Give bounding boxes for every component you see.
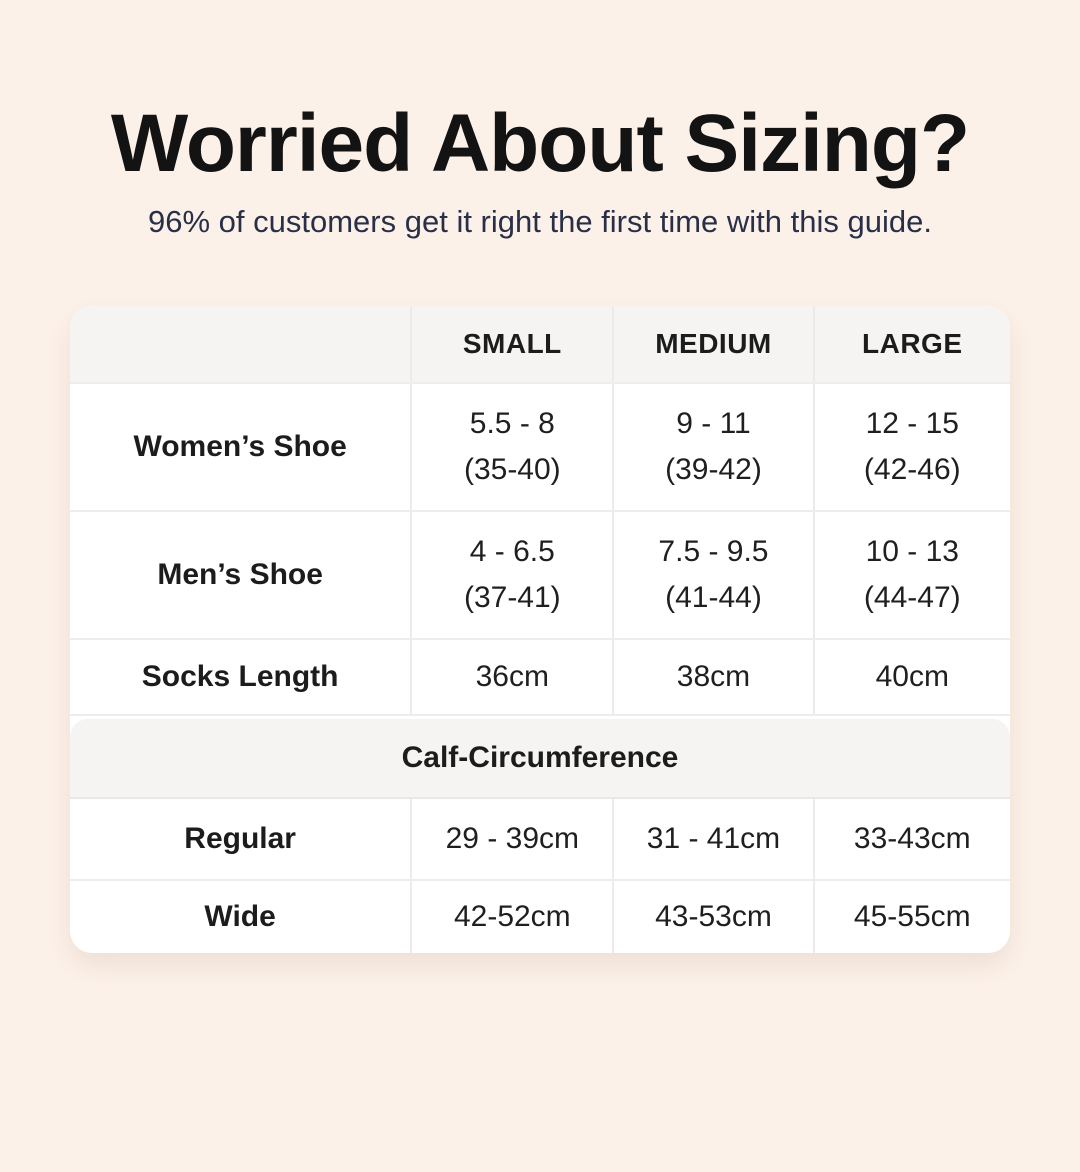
cell-line: 4 - 6.5 (469, 535, 555, 568)
row-label: Men’s Shoe (157, 558, 323, 591)
hero-section: Worried About Sizing? 96% of customers g… (0, 92, 1080, 244)
cell-large: 10 - 13 (44-47) (812, 512, 1010, 638)
header-cell-blank (70, 306, 410, 382)
cell-medium: 7.5 - 9.5 (41-44) (612, 512, 812, 638)
size-table-card: SMALL MEDIUM LARGE Women’s Shoe 5.5 - 8 … (70, 306, 1010, 953)
table-header-row: SMALL MEDIUM LARGE (70, 306, 1010, 382)
cell-medium: 38cm (612, 640, 812, 714)
cell-line: 40cm (875, 660, 949, 693)
cell-line: 45-55cm (853, 900, 971, 933)
cell-line: (37-41) (463, 581, 561, 614)
header-cell-small: SMALL (410, 306, 612, 382)
cell-line: (35-40) (463, 453, 561, 486)
cell-line: 5.5 - 8 (469, 407, 555, 440)
cell-line: 9 - 11 (676, 407, 751, 440)
header-cell-medium: MEDIUM (612, 306, 812, 382)
cell-medium: 31 - 41cm (612, 799, 812, 879)
cell-large: 12 - 15 (42-46) (812, 384, 1010, 510)
cell-line: (39-42) (665, 453, 762, 486)
calf-section-title: Calf-Circumference (401, 741, 679, 774)
cell-large: 40cm (812, 640, 1010, 714)
cell-line: 29 - 39cm (445, 822, 579, 855)
table-row-wide: Wide 42-52cm 43-53cm 45-55cm (70, 879, 1010, 953)
cell-large: 45-55cm (812, 881, 1010, 953)
cell-line: 7.5 - 9.5 (658, 535, 769, 568)
cell-line: 12 - 15 (865, 407, 959, 440)
cell-line: 38cm (676, 660, 751, 693)
cell-line: 36cm (475, 660, 549, 693)
calf-circumference-section-header: Calf-Circumference (70, 719, 1010, 799)
cell-small: 29 - 39cm (410, 799, 612, 879)
page-subtitle: 96% of customers get it right the first … (148, 204, 932, 239)
table-row-mens-shoe: Men’s Shoe 4 - 6.5 (37-41) 7.5 - 9.5 (41… (70, 510, 1010, 638)
cell-large: 33-43cm (812, 799, 1010, 879)
row-label: Women’s Shoe (133, 430, 347, 463)
page-title: Worried About Sizing? (110, 98, 970, 189)
cell-line: (44-47) (863, 581, 961, 614)
cell-line: 10 - 13 (865, 535, 959, 568)
table-row-womens-shoe: Women’s Shoe 5.5 - 8 (35-40) 9 - 11 (39-… (70, 382, 1010, 510)
cell-line: 43-53cm (655, 900, 772, 933)
cell-small: 36cm (410, 640, 612, 714)
row-label: Socks Length (141, 660, 339, 693)
cell-small: 42-52cm (410, 881, 612, 953)
cell-small: 4 - 6.5 (37-41) (410, 512, 612, 638)
cell-line: 42-52cm (453, 900, 571, 933)
cell-medium: 43-53cm (612, 881, 812, 953)
cell-small: 5.5 - 8 (35-40) (410, 384, 612, 510)
table-row-regular: Regular 29 - 39cm 31 - 41cm 33-43cm (70, 799, 1010, 879)
table-row-socks-length: Socks Length 36cm 38cm 40cm (70, 638, 1010, 716)
cell-line: 33-43cm (853, 822, 971, 855)
cell-line: (41-44) (665, 581, 762, 614)
header-cell-large: LARGE (812, 306, 1010, 382)
cell-line: 31 - 41cm (646, 822, 781, 855)
cell-medium: 9 - 11 (39-42) (612, 384, 812, 510)
row-label: Regular (184, 822, 296, 855)
row-label: Wide (204, 900, 276, 933)
cell-line: (42-46) (863, 453, 961, 486)
